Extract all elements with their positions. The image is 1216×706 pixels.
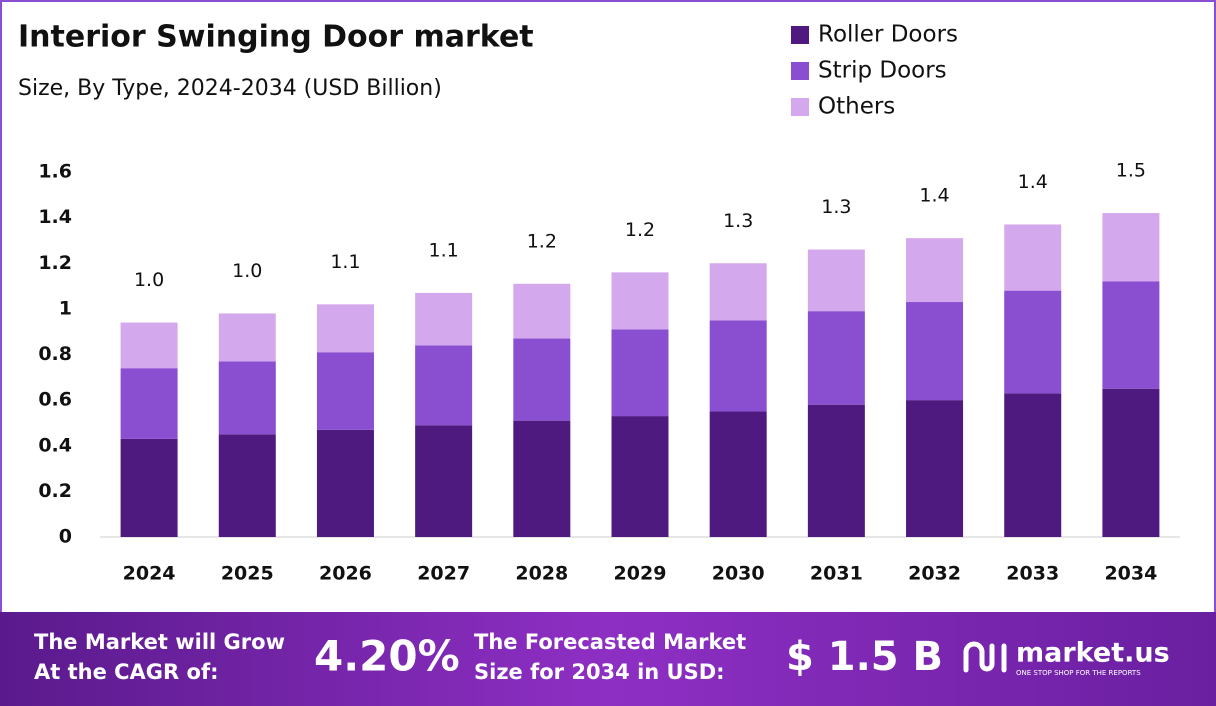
bar-segment <box>316 352 374 430</box>
bar-segment <box>120 368 178 439</box>
y-tick-label: 1.4 <box>38 206 72 228</box>
bar-segment <box>906 238 964 303</box>
y-tick-label: 0 <box>59 526 72 548</box>
bar-segment <box>218 313 276 362</box>
bar-segment <box>709 411 767 537</box>
bar-segment <box>218 361 276 435</box>
bar-segment <box>709 320 767 412</box>
legend-swatch <box>791 98 809 116</box>
bar-segment <box>513 420 571 537</box>
total-label: 1.5 <box>1116 160 1146 182</box>
bar-segment <box>611 416 669 537</box>
bar-segment <box>807 404 865 537</box>
y-tick-label: 0.8 <box>38 343 72 365</box>
x-tick-label: 2031 <box>810 563 863 585</box>
bar-segment <box>1004 290 1062 394</box>
x-tick-label: 2024 <box>123 563 176 585</box>
bar-segment <box>1102 281 1160 389</box>
bar-segment <box>218 434 276 537</box>
legend-swatch <box>791 62 809 80</box>
total-label: 1.1 <box>330 251 360 273</box>
y-tick-label: 1.2 <box>38 252 72 274</box>
bar-segment <box>120 438 178 537</box>
x-tick-label: 2034 <box>1104 563 1157 585</box>
brand: market.us <box>1016 638 1170 669</box>
x-tick-label: 2030 <box>712 563 765 585</box>
legend-swatch <box>791 26 809 44</box>
total-label: 1.0 <box>232 260 262 282</box>
forecast-text: Size for 2034 in USD: <box>474 660 725 684</box>
bar-segment <box>1102 213 1160 282</box>
cagr-text: The Market will Grow <box>34 630 285 654</box>
total-label: 1.4 <box>919 185 949 207</box>
brand-logo <box>963 641 1007 673</box>
y-tick-label: 0.4 <box>38 434 72 456</box>
bar-segment <box>513 283 571 339</box>
x-tick-label: 2025 <box>221 563 274 585</box>
bar-segment <box>611 329 669 417</box>
x-tick-label: 2026 <box>319 563 372 585</box>
bar-segment <box>316 429 374 537</box>
bar-segment <box>415 345 473 426</box>
forecast-value: $ 1.5 B <box>786 634 943 680</box>
bar-segment <box>807 311 865 405</box>
forecast-text: The Forecasted Market <box>474 630 746 654</box>
chart-subtitle: Size, By Type, 2024-2034 (USD Billion) <box>18 76 442 101</box>
bar-segment <box>611 272 669 330</box>
total-label: 1.3 <box>723 210 753 232</box>
bar-segment <box>415 425 473 537</box>
legend-label: Others <box>818 94 895 120</box>
bar-segment <box>1004 224 1062 291</box>
y-tick-label: 1 <box>59 297 72 319</box>
cagr-text: At the CAGR of: <box>34 660 219 684</box>
y-tick-label: 0.6 <box>38 389 72 411</box>
bar-segment <box>1102 388 1160 537</box>
total-label: 1.0 <box>134 269 164 291</box>
total-label: 1.2 <box>527 230 557 252</box>
bar-segment <box>906 400 964 537</box>
cagr-value: 4.20% <box>314 632 460 681</box>
total-label: 1.1 <box>429 239 459 261</box>
bar-segment <box>513 338 571 421</box>
bar-segment <box>807 249 865 312</box>
bar-segment <box>415 292 473 346</box>
x-tick-label: 2027 <box>417 563 470 585</box>
bar-segment <box>906 302 964 401</box>
total-label: 1.4 <box>1018 171 1048 193</box>
x-tick-label: 2033 <box>1006 563 1059 585</box>
x-tick-label: 2032 <box>908 563 961 585</box>
bar-segment <box>1004 393 1062 537</box>
y-tick-label: 0.2 <box>38 480 72 502</box>
x-tick-label: 2028 <box>515 563 568 585</box>
x-tick-label: 2029 <box>614 563 667 585</box>
total-label: 1.3 <box>821 196 851 218</box>
bar-segment <box>316 304 374 353</box>
y-tick-label: 1.6 <box>38 161 72 183</box>
bar-segment <box>709 263 767 321</box>
legend-label: Roller Doors <box>818 22 958 48</box>
bar-segment <box>120 322 178 369</box>
legend-label: Strip Doors <box>818 58 947 84</box>
total-label: 1.2 <box>625 219 655 241</box>
footer-band <box>0 612 1216 706</box>
chart-title: Interior Swinging Door market <box>18 20 534 55</box>
tagline: ONE STOP SHOP FOR THE REPORTS <box>1016 669 1141 677</box>
